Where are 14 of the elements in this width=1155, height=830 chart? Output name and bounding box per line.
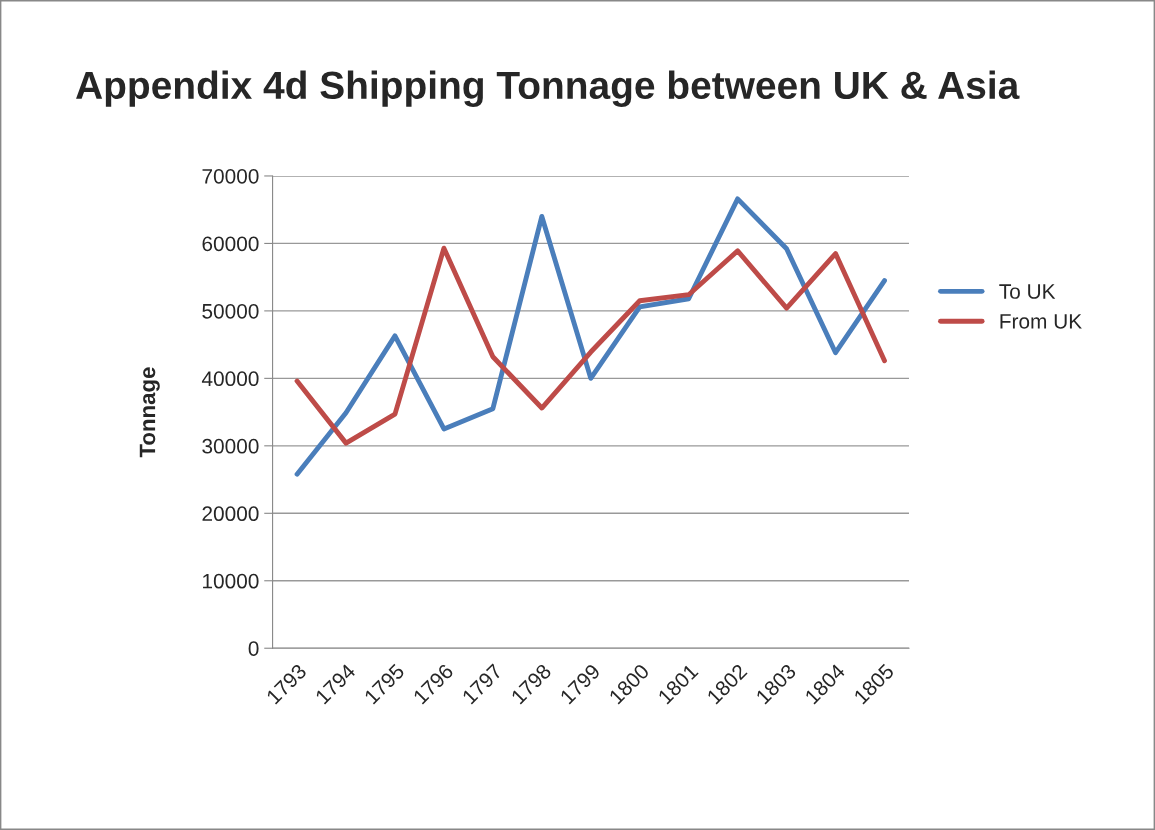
y-tick-label: 50000 — [202, 303, 259, 319]
line-series — [294, 245, 887, 446]
chart-title: Appendix 4d Shipping Tonnage between UK & Asia — [76, 70, 1020, 107]
line-series — [294, 196, 887, 477]
legend-label: To UK — [999, 284, 1056, 299]
y-tick-label: 40000 — [201, 371, 259, 387]
y-tick-label: 30000 — [202, 438, 259, 454]
y-tick-label: 70000 — [202, 168, 259, 184]
legend-label: From UK — [1000, 314, 1082, 329]
y-tick-label: 20000 — [202, 506, 259, 522]
y-tick-label: 60000 — [202, 236, 259, 252]
y-tick-label: 0 — [248, 641, 259, 656]
y-tick-label: 10000 — [203, 573, 259, 589]
y-axis-title: Tonnage — [139, 367, 160, 458]
